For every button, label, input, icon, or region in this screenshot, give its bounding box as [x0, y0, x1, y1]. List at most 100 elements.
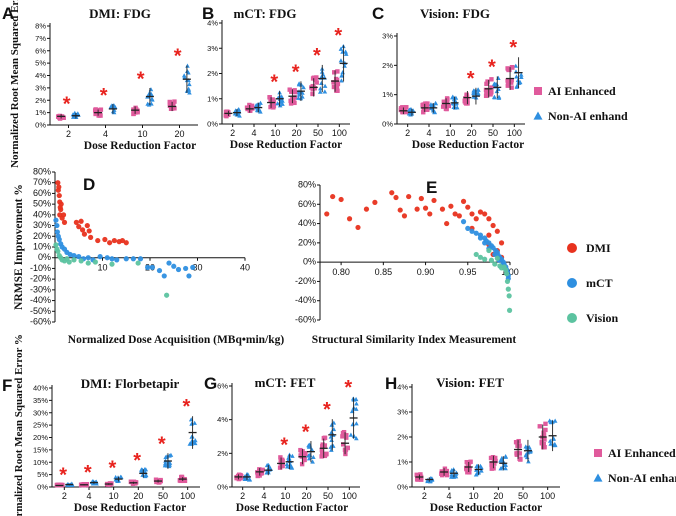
mct-point — [149, 264, 155, 270]
nonai-point — [285, 464, 290, 469]
dmi-point — [55, 180, 61, 186]
nonai-point — [280, 98, 285, 103]
nonai-point — [513, 63, 519, 68]
y-tick-label: 0% — [37, 483, 48, 492]
nonai-point — [306, 456, 312, 461]
y-tick-label: 30% — [33, 220, 51, 230]
ai-point — [444, 106, 449, 112]
dmi-point — [401, 213, 408, 219]
nonai-point — [354, 436, 359, 441]
y-tick-label: 1% — [382, 90, 393, 99]
vision-point — [506, 307, 513, 313]
x-axis-title: Normalized Dose Acquisition (MBq•min/kg) — [68, 334, 285, 346]
ai-point — [331, 80, 336, 85]
dmi-point — [88, 234, 94, 240]
ai-point — [224, 109, 230, 114]
x-tick-label: 2 — [405, 128, 410, 138]
y-tick-label: -20% — [30, 274, 51, 284]
nonai-point — [296, 81, 302, 86]
ai-point — [278, 455, 283, 460]
nonai-point — [142, 473, 148, 478]
nonai-point — [353, 406, 359, 411]
nonai-point — [503, 453, 508, 459]
ai-point — [247, 102, 252, 108]
ai-point — [289, 89, 294, 94]
ai-point — [509, 85, 514, 90]
y-tick-label: 2% — [382, 61, 393, 70]
y-tick-label: 0% — [38, 252, 51, 262]
mct-point — [145, 264, 151, 270]
x-tick-label: 50 — [158, 491, 168, 501]
y-tick-label: -10% — [30, 263, 51, 273]
nonai-point — [280, 101, 285, 106]
y-tick-label: 50% — [33, 199, 51, 209]
dmi-point — [397, 207, 403, 213]
mct-point — [190, 264, 196, 270]
dmi-point — [406, 193, 412, 200]
x-tick-label: 20 — [133, 491, 143, 501]
nonai-point — [354, 401, 359, 406]
dmi-point — [422, 205, 429, 211]
panel-title: mCT: FET — [255, 375, 316, 390]
nonai-point — [181, 73, 187, 78]
ai-point — [320, 451, 325, 457]
nonai-point — [406, 107, 412, 112]
ai-point — [421, 110, 426, 115]
nonai-point — [354, 421, 359, 426]
y-tick-label: 80% — [298, 180, 316, 190]
nonai-point — [338, 58, 344, 63]
nonai-point — [343, 51, 349, 56]
panel-title: DMI: Florbetapir — [81, 376, 180, 391]
nonai-point — [479, 468, 484, 473]
nonai-point — [449, 472, 454, 477]
ai-point — [484, 92, 490, 98]
ai-point — [322, 453, 328, 459]
ai-point — [259, 471, 265, 476]
x-tick-label: 20 — [467, 128, 477, 138]
ai-point — [467, 466, 472, 472]
nonai-point — [237, 113, 242, 118]
nonai-point — [514, 84, 520, 89]
vision-point — [486, 247, 492, 254]
dmi-point — [95, 237, 101, 244]
mct-point — [186, 273, 192, 279]
ai-point — [178, 478, 184, 484]
mct-point — [97, 254, 103, 260]
nonai-point — [258, 109, 263, 114]
panel-label: E — [426, 178, 437, 197]
y-tick-label: 0% — [382, 120, 393, 129]
ai-point — [298, 447, 303, 453]
ai-point — [417, 476, 423, 481]
y-tick-label: 4% — [217, 415, 228, 424]
x-tick-label: 10 — [97, 263, 107, 273]
x-tick-label: 30 — [192, 263, 202, 273]
x-tick-label: 20 — [174, 129, 184, 139]
ai-point — [537, 424, 542, 429]
ai-point — [439, 472, 445, 478]
y-tick-label: -30% — [30, 284, 51, 294]
mct-point — [71, 252, 77, 259]
nonai-point — [475, 91, 481, 96]
ai-point — [517, 451, 522, 456]
y-tick-label: 4% — [35, 71, 46, 80]
ai-point — [493, 455, 498, 461]
nonai-point — [552, 441, 558, 447]
dmi-point — [372, 199, 378, 205]
mct-point — [54, 222, 60, 229]
legend-ai-swatch — [534, 87, 542, 95]
x-tick-label: 4 — [86, 491, 91, 501]
dmi-point — [346, 216, 353, 222]
ai-point — [335, 81, 341, 87]
y-tick-label: 20% — [33, 433, 48, 442]
dmi-point — [119, 237, 126, 244]
ai-point — [518, 456, 523, 462]
y-tick-label: 60% — [298, 199, 316, 209]
x-tick-label: 4 — [426, 128, 431, 138]
x-tick-label: 0.95 — [459, 267, 477, 277]
x-tick-label: 2 — [230, 128, 235, 138]
ai-point — [57, 115, 62, 120]
y-tick-label: 0% — [303, 257, 316, 267]
ai-point — [505, 66, 510, 71]
mct-point — [85, 255, 91, 261]
